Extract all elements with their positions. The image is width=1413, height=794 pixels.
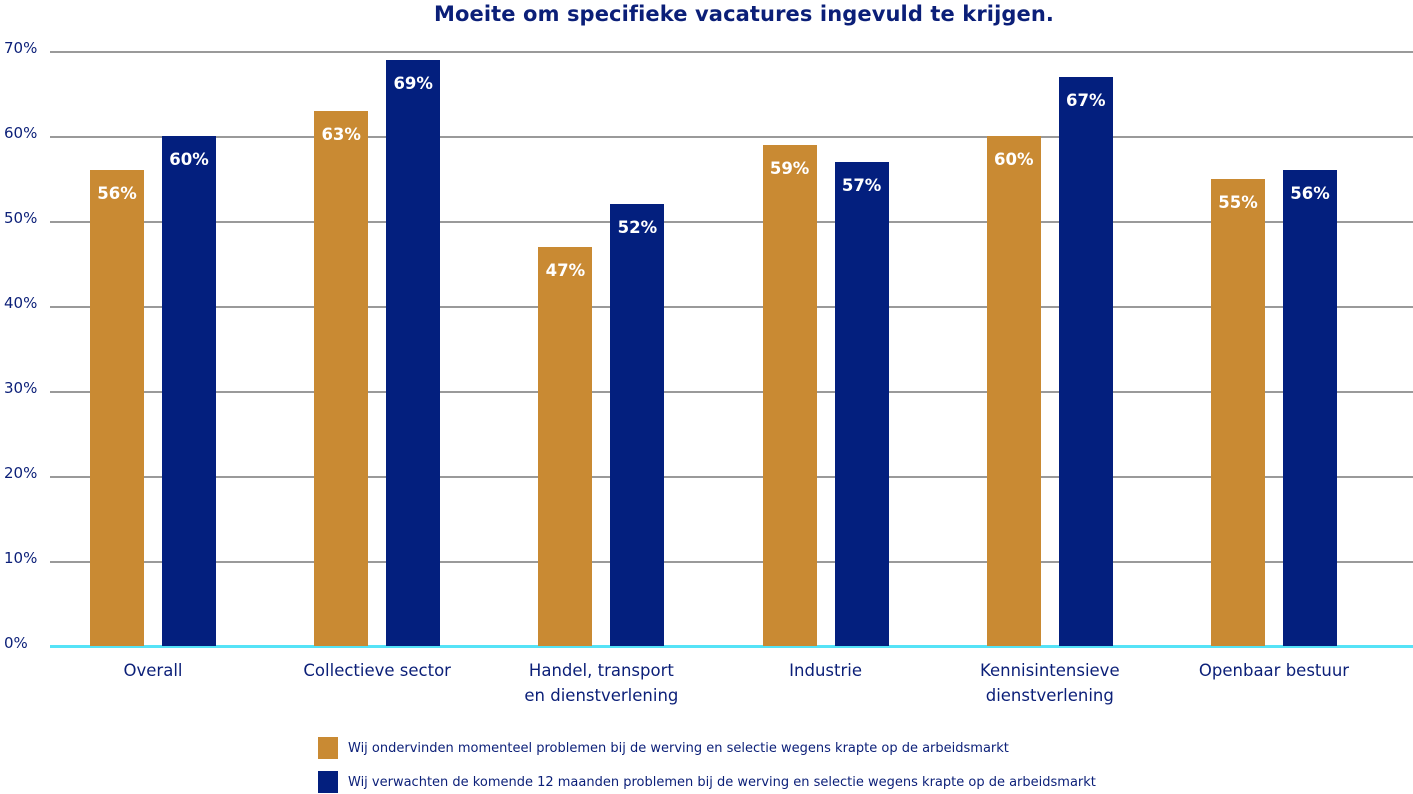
- bar-value-label: 55%: [1218, 192, 1258, 212]
- y-tick-label: 0%: [4, 634, 28, 652]
- bar-expected: 57%: [834, 161, 889, 646]
- legend-swatch-current: [318, 737, 338, 759]
- x-category-label-line: Kennisintensieve: [979, 661, 1120, 680]
- bar-current: 47%: [538, 246, 593, 646]
- x-category-label-line: Industrie: [789, 661, 863, 680]
- bar-value-label: 47%: [545, 260, 586, 280]
- bar-expected: 69%: [386, 59, 441, 646]
- gridline: [50, 561, 1413, 563]
- x-axis-baseline: [50, 645, 1413, 648]
- bar-current: 59%: [762, 144, 817, 646]
- x-category-label-line: en dienstverlening: [524, 686, 679, 705]
- x-category-label: Openbaar bestuur: [1164, 658, 1384, 683]
- legend-swatch-expected: [318, 771, 338, 793]
- bar-expected: 52%: [610, 204, 665, 646]
- chart-title: Moeite om specifieke vacatures ingevuld …: [433, 2, 1055, 26]
- x-category-label: Industrie: [716, 658, 936, 683]
- bar-value-label: 60%: [994, 150, 1034, 169]
- x-category-label-line: Collectieve sector: [303, 661, 451, 680]
- bar-value-label: 63%: [321, 124, 361, 144]
- gridline: [50, 221, 1413, 223]
- x-category-label: Handel, transport en dienstverlening: [491, 658, 711, 708]
- bar-expected: 60%: [162, 136, 216, 646]
- bar-current: 60%: [986, 136, 1041, 646]
- gridline: [50, 306, 1413, 308]
- bar-expected: 67%: [1058, 76, 1113, 646]
- bar-current: 55%: [1211, 178, 1265, 646]
- gridline: [50, 391, 1413, 393]
- y-tick-label: 60%: [4, 124, 38, 142]
- y-tick-label: 30%: [4, 379, 38, 397]
- bar-value-label: 56%: [97, 184, 137, 203]
- gridline: [50, 476, 1413, 478]
- y-tick-label: 40%: [4, 294, 38, 312]
- gridline: [50, 136, 1413, 138]
- legend-label-expected: Wij verwachten de komende 12 maanden pro…: [348, 774, 1096, 790]
- bar-value-label: 69%: [393, 73, 433, 93]
- y-tick-label: 70%: [4, 39, 38, 57]
- x-category-label: Collectieve sector: [267, 658, 487, 683]
- y-tick-label: 10%: [4, 549, 38, 567]
- bar-current: 56%: [90, 170, 144, 646]
- x-category-label-line: Handel, transport: [528, 661, 674, 680]
- x-category-label-line: dienstverlening: [985, 686, 1114, 705]
- bar-value-label: 52%: [617, 218, 658, 237]
- bar-expected: 56%: [1283, 170, 1337, 646]
- gridline: [50, 51, 1413, 53]
- bar-value-label: 59%: [769, 158, 810, 178]
- legend-item-current: Wij ondervinden momenteel problemen bij …: [318, 737, 1009, 759]
- y-tick-label: 50%: [4, 209, 38, 227]
- bar-value-label: 56%: [1290, 184, 1330, 203]
- y-tick-label: 20%: [4, 464, 38, 482]
- x-category-label: Overall: [43, 658, 263, 683]
- legend-label-current: Wij ondervinden momenteel problemen bij …: [348, 740, 1009, 756]
- legend-item-expected: Wij verwachten de komende 12 maanden pro…: [318, 771, 1096, 793]
- bar-value-label: 57%: [841, 175, 882, 195]
- x-category-label-line: Overall: [123, 661, 183, 680]
- x-category-label: Kennisintensieve dienstverlening: [940, 658, 1160, 708]
- bar-current: 63%: [314, 110, 369, 646]
- bar-value-label: 67%: [1066, 90, 1106, 110]
- x-category-label-line: Openbaar bestuur: [1198, 661, 1350, 680]
- bar-value-label: 60%: [169, 150, 209, 169]
